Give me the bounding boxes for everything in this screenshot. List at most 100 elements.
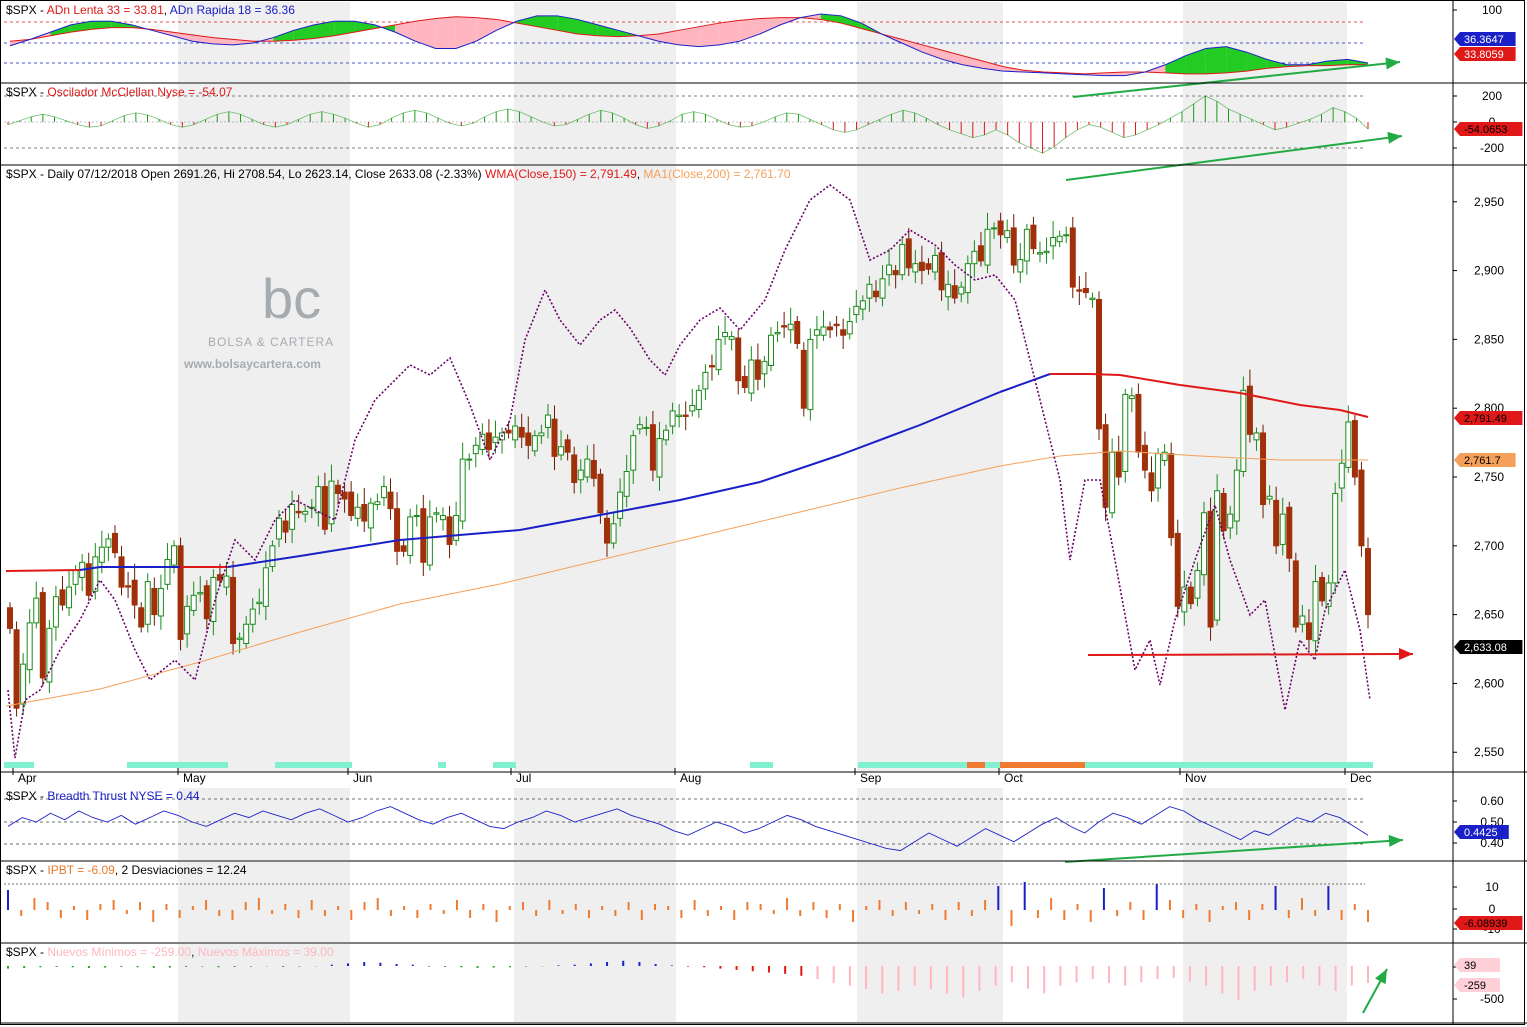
- shade-band: [514, 2, 676, 82]
- candle-body: [958, 286, 965, 295]
- wma-line: [1089, 373, 1121, 376]
- price-tick-label: 2,550: [1474, 745, 1504, 759]
- candle-body: [492, 436, 499, 444]
- candle-body: [512, 425, 519, 441]
- candle-body: [623, 470, 630, 497]
- candle-body: [676, 414, 683, 417]
- candle-body: [656, 437, 663, 478]
- candle-body: [1168, 453, 1175, 539]
- tick-label: 0.60: [1480, 794, 1504, 808]
- svg-text:-259: -259: [1464, 980, 1486, 992]
- candle-body: [20, 663, 27, 705]
- candle-body: [1325, 582, 1332, 607]
- candle-body: [295, 510, 302, 514]
- shade-band: [857, 788, 1003, 860]
- wma-line: [1239, 392, 1301, 406]
- candle-body: [1227, 513, 1234, 529]
- candle-body: [1286, 506, 1293, 559]
- adn-fill: [273, 30, 294, 42]
- adn-lenta-line: [9, 16, 1368, 75]
- candle-body: [544, 414, 551, 428]
- adn-fill: [597, 24, 619, 37]
- candle-body: [794, 320, 801, 345]
- nm-trend-arrow-head: [1375, 969, 1387, 985]
- candle-body: [643, 426, 650, 429]
- candle-body: [1050, 237, 1057, 247]
- svg-text:-54.0653: -54.0653: [1464, 124, 1507, 136]
- tick-label: 0.40: [1480, 836, 1504, 850]
- candle-body: [1089, 297, 1096, 300]
- adn-fill: [395, 21, 416, 42]
- wma-line: [759, 454, 841, 483]
- price-tick-label: 2,700: [1474, 539, 1504, 553]
- wma-line: [519, 514, 601, 531]
- candle-body: [1273, 499, 1280, 547]
- candle-body: [945, 283, 952, 298]
- candle-body: [1043, 250, 1050, 254]
- candle-body: [833, 323, 840, 327]
- candle-body: [925, 263, 932, 270]
- watermark-url: www.bolsaycartera.com: [183, 357, 321, 371]
- candle-body: [243, 623, 250, 645]
- month-label: Apr: [18, 771, 37, 785]
- shade-band: [178, 788, 350, 860]
- candle-body: [1260, 432, 1267, 506]
- oscillator-dotted-line: [7, 184, 1371, 759]
- shade-band: [178, 944, 350, 1022]
- candle-body: [177, 545, 184, 640]
- price-tick-label: 2,950: [1474, 195, 1504, 209]
- adn-fill: [435, 16, 456, 49]
- candle-body: [321, 486, 328, 530]
- breadth-panel: [4, 798, 1369, 852]
- adn-fill: [1226, 46, 1247, 73]
- candle-body: [341, 491, 348, 500]
- mc-trend-arrow-head: [1387, 131, 1402, 144]
- candle-body: [1122, 393, 1129, 472]
- tick-label: 200: [1482, 89, 1502, 103]
- month-label: Oct: [1004, 771, 1023, 785]
- candle-body: [846, 320, 853, 335]
- shade-band: [857, 862, 1003, 942]
- month-label: May: [183, 771, 206, 785]
- candle-body: [138, 607, 145, 628]
- candle-body: [1155, 453, 1162, 489]
- signal-strip: [438, 762, 446, 768]
- candle-body: [315, 486, 322, 514]
- price-header: $SPX - Daily 07/12/2018 Open 2691.26, Hi…: [6, 167, 791, 181]
- candle-body: [105, 538, 112, 548]
- svg-text:2,761.7: 2,761.7: [1464, 455, 1501, 467]
- candle-body: [335, 484, 342, 495]
- candle-body: [367, 502, 374, 529]
- adn-fill: [820, 14, 842, 24]
- candle-body: [781, 325, 788, 328]
- svg-text:36.3647: 36.3647: [1464, 34, 1504, 46]
- candle-body: [571, 454, 578, 484]
- candle-body: [1148, 472, 1155, 492]
- price-panel: Apr May Jun Jul Aug Sep Oct Nov Dec: [4, 184, 1373, 785]
- signal-strip: [1000, 762, 1085, 768]
- candle-body: [531, 435, 538, 452]
- candle-body: [964, 263, 971, 294]
- adn-fill: [942, 50, 963, 65]
- adn-fill: [658, 30, 679, 45]
- candle-body: [446, 516, 453, 545]
- candle-body: [282, 520, 289, 533]
- shade-band: [514, 84, 676, 164]
- candle-body: [932, 254, 939, 273]
- month-label: Jul: [516, 771, 531, 785]
- candle-body: [46, 627, 53, 683]
- candle-body: [1076, 289, 1083, 292]
- candle-body: [971, 250, 978, 265]
- candle-body: [439, 515, 446, 521]
- shade-band: [1183, 862, 1347, 942]
- candle-body: [1351, 420, 1358, 478]
- mc-line: [7, 95, 1369, 154]
- watermark-brand: BOLSA & CARTERA: [208, 335, 334, 349]
- candle-body: [223, 575, 230, 588]
- ipbt-panel: [4, 882, 1369, 926]
- candle-body: [111, 532, 118, 554]
- adn-fill: [476, 17, 497, 42]
- signal-strip: [750, 762, 773, 768]
- nuevos-panel: [7, 960, 1369, 1000]
- candle-body: [1004, 230, 1011, 239]
